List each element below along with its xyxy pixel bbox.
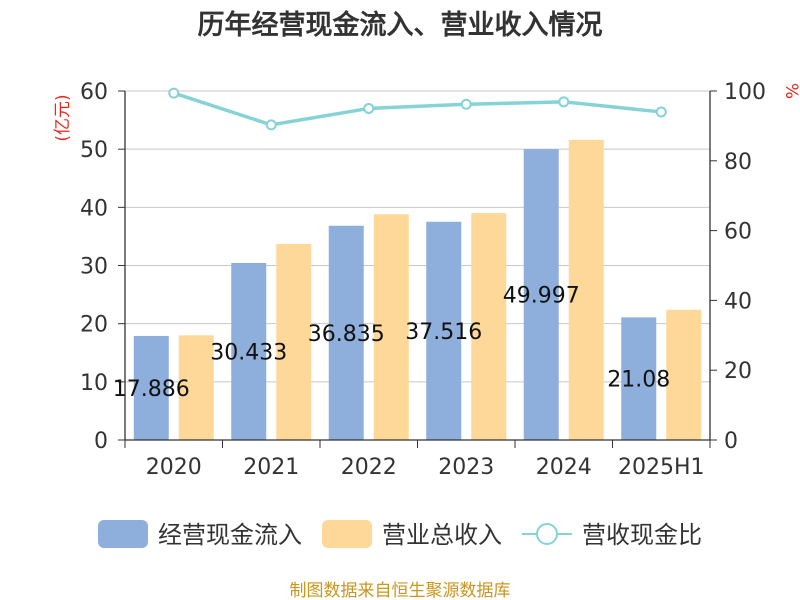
- bars: [133, 139, 702, 441]
- right-axis-unit: %: [781, 83, 800, 99]
- left-tick-label: 50: [80, 138, 108, 163]
- x-tick-label: 2021: [243, 455, 299, 480]
- x-tick-label: 2024: [536, 455, 592, 480]
- bar-revenue: [666, 309, 702, 440]
- bar-revenue: [276, 243, 312, 440]
- ratio-point: [363, 102, 375, 114]
- bar-cash-inflow: [621, 317, 657, 440]
- ratio-point: [168, 87, 180, 99]
- bar-cash-inflow: [523, 149, 559, 440]
- line-series: [168, 87, 667, 131]
- bar-value-label: 36.835: [308, 322, 385, 347]
- legend-label: 营业总收入: [382, 521, 502, 549]
- left-axis-unit: (亿元): [53, 94, 73, 141]
- left-tick-label: 20: [80, 313, 108, 338]
- bar-cash-inflow: [328, 225, 364, 440]
- legend-label: 经营现金流入: [158, 521, 302, 549]
- right-tick-label: 0: [724, 429, 738, 454]
- left-tick-label: 60: [80, 80, 108, 105]
- left-tick-label: 10: [80, 371, 108, 396]
- chart-title: 历年经营现金流入、营业收入情况: [198, 9, 603, 41]
- bar-revenue: [178, 335, 214, 440]
- gridlines: [125, 90, 710, 383]
- legend-label: 营收现金比: [582, 521, 702, 549]
- bar-labels: 17.886 30.433 36.835 37.516 49.997 21.08: [113, 284, 670, 402]
- legend-swatch: [98, 520, 148, 548]
- bar-value-label: 49.997: [503, 284, 580, 309]
- bar-cash-inflow: [133, 335, 169, 440]
- left-tick-label: 0: [94, 429, 108, 454]
- ratio-point: [558, 96, 570, 108]
- legend-marker: [536, 523, 558, 545]
- legend-swatch: [322, 520, 372, 548]
- right-tick-label: 80: [724, 150, 752, 175]
- ratio-point: [265, 119, 277, 131]
- axes: 0 10 20 30 40 50 60 0 20 40 60 80 100 2020 2021 2022 202…: [80, 80, 766, 480]
- ratio-line: [173, 91, 662, 127]
- x-tick-label: 2020: [146, 455, 202, 480]
- x-tick-label: 2023: [438, 455, 494, 480]
- x-tick-label: 2022: [341, 455, 397, 480]
- right-tick-label: 60: [724, 220, 752, 245]
- right-tick-label: 40: [724, 289, 752, 314]
- bar-cash-inflow: [231, 262, 267, 440]
- bar-revenue: [471, 213, 507, 440]
- bar-cash-inflow: [426, 221, 462, 440]
- bar-value-label: 37.516: [405, 320, 482, 345]
- bar-value-label: 17.886: [113, 377, 190, 402]
- bar-revenue: [568, 139, 604, 441]
- left-tick-label: 40: [80, 196, 108, 221]
- x-tick-label: 2025H1: [618, 455, 705, 480]
- right-tick-label: 100: [724, 80, 766, 105]
- bar-revenue: [373, 214, 409, 440]
- right-tick-label: 20: [724, 359, 752, 384]
- bar-value-label: 21.08: [607, 368, 670, 393]
- ratio-point: [655, 106, 667, 118]
- legend: 经营现金流入 营业总收入 营收现金比: [98, 520, 702, 549]
- source-note: 制图数据来自恒生聚源数据库: [290, 581, 511, 600]
- bar-value-label: 30.433: [210, 340, 287, 365]
- left-tick-label: 30: [80, 255, 108, 280]
- ratio-point: [460, 98, 472, 110]
